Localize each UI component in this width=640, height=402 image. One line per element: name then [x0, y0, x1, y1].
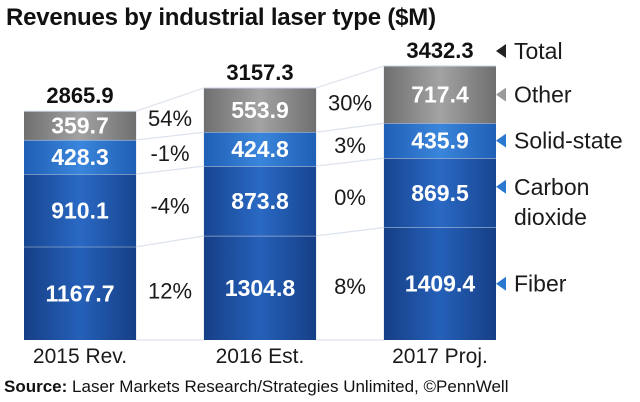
- growth-label-solid_state: 3%: [334, 133, 366, 158]
- legend-label-carbon_dioxide: Carbon: [514, 174, 589, 200]
- legend-marker-carbon_dioxide: [496, 179, 506, 194]
- value-label-solid_state: 435.9: [411, 128, 469, 154]
- legend-marker-total: [496, 44, 506, 58]
- bar-segment-other: [384, 66, 496, 124]
- bar-segment-solid_state: [24, 139, 136, 175]
- legend-label-other: Other: [514, 82, 572, 108]
- source-note: Source: Laser Markets Research/Strategie…: [4, 377, 508, 397]
- legend-marker-solid_state: [496, 133, 506, 148]
- value-label-other: 553.9: [231, 97, 289, 123]
- growth-label-carbon_dioxide: 0%: [334, 185, 366, 210]
- bar-segment-carbon_dioxide: [24, 174, 136, 247]
- legend-label-total: Total: [514, 38, 563, 64]
- bars: [24, 65, 496, 340]
- value-label-fiber: 1167.7: [45, 280, 114, 306]
- value-labels: 12% -4% -1% 54% 8% 0% 3% 30% 1167.7 910.1 428.3 359…: [33, 38, 488, 368]
- value-label-fiber: 1304.8: [225, 275, 296, 301]
- value-label-carbon_dioxide: 910.1: [51, 197, 109, 223]
- growth-label-carbon_dioxide: -4%: [150, 194, 189, 219]
- bar-segment-fiber: [24, 246, 136, 340]
- bar-segment-carbon_dioxide: [204, 166, 316, 236]
- bar-segment-fiber: [384, 227, 496, 340]
- bar-segment-other: [24, 111, 136, 140]
- legend-label-fiber: Fiber: [514, 271, 567, 297]
- category-label: 2015 Rev.: [33, 345, 127, 368]
- bar-segment-carbon_dioxide: [384, 158, 496, 228]
- value-label-solid_state: 424.8: [231, 136, 289, 162]
- value-label-carbon_dioxide: 869.5: [411, 180, 469, 206]
- bar-segment-solid_state: [384, 123, 496, 159]
- source-text: Laser Markets Research/Strategies Unlimi…: [72, 377, 509, 396]
- legend: Total Other Solid-state Carbon dioxide Fiber: [496, 38, 623, 297]
- total-label: 2865.9: [46, 83, 113, 108]
- growth-label-fiber: 12%: [148, 279, 192, 304]
- category-label: 2017 Proj.: [392, 345, 488, 368]
- source-label: Source:: [4, 377, 68, 396]
- bar-segment-solid_state: [204, 132, 316, 167]
- legend-marker-fiber: [496, 276, 506, 291]
- growth-label-solid_state: -1%: [150, 141, 189, 166]
- chart-title: Revenues by industrial laser type ($M): [6, 4, 436, 31]
- bar-segment-fiber: [204, 235, 316, 340]
- total-label: 3432.3: [406, 38, 473, 63]
- bar-segment-other: [204, 87, 316, 133]
- total-label: 3157.3: [226, 60, 293, 85]
- value-label-solid_state: 428.3: [51, 144, 109, 170]
- legend-label-carbon_dioxide: dioxide: [514, 204, 587, 230]
- connector-bands: [135, 65, 385, 341]
- value-label-other: 717.4: [411, 82, 469, 108]
- growth-label-other: 30%: [328, 90, 372, 115]
- value-label-other: 359.7: [51, 113, 109, 139]
- legend-marker-other: [496, 87, 506, 102]
- growth-label-fiber: 8%: [334, 274, 366, 299]
- value-label-fiber: 1409.4: [405, 271, 476, 297]
- legend-label-solid_state: Solid-state: [514, 128, 623, 154]
- category-label: 2016 Est.: [216, 345, 305, 368]
- value-label-carbon_dioxide: 873.8: [231, 188, 289, 214]
- growth-label-other: 54%: [148, 106, 192, 131]
